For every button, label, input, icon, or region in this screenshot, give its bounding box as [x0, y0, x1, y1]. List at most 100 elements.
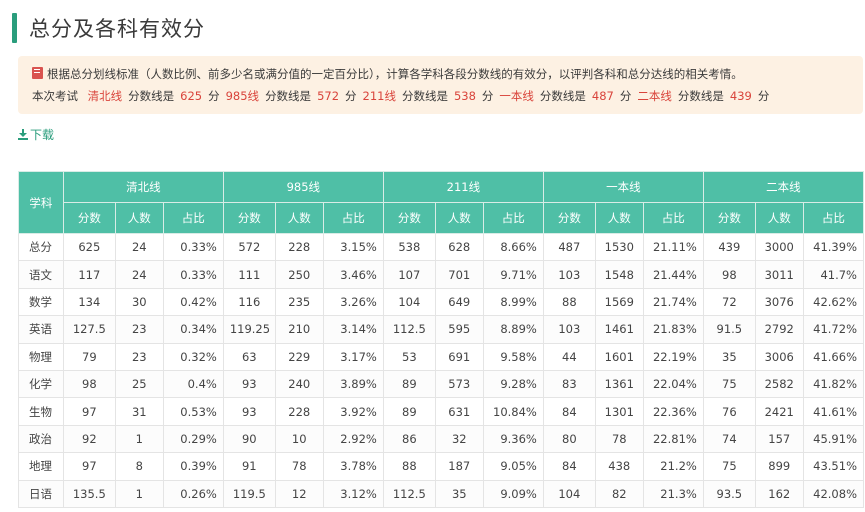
column-header: 分数: [702, 202, 756, 234]
ratio-cell: 22.04%: [642, 369, 704, 399]
score-cell: 119.25: [222, 315, 276, 344]
info-notice: 根据总分划线标准（人数比例、前多少名或满分值的一定百分比），计算各学科各段分数线…: [18, 56, 863, 114]
cutoff-score: 487: [591, 89, 614, 103]
count-cell: 229: [274, 342, 324, 371]
column-header: 人数: [434, 202, 484, 234]
score-cell: 538: [382, 232, 436, 262]
count-cell: 23: [114, 342, 164, 371]
count-cell: 10: [274, 424, 324, 454]
column-header: 占比: [802, 202, 865, 234]
page-title-bar: 总分及各科有效分: [12, 12, 205, 44]
ratio-cell: 22.81%: [642, 424, 704, 454]
count-cell: 1: [114, 479, 164, 508]
count-cell: 3011: [754, 260, 804, 289]
score-cell: 93: [222, 369, 276, 399]
count-cell: 631: [434, 397, 484, 426]
subject-cell: 生物: [18, 397, 64, 426]
ratio-cell: 0.29%: [162, 424, 224, 454]
score-cell: 88: [542, 287, 596, 317]
count-cell: 628: [434, 232, 484, 262]
table-row: 地理 97 8 0.39% 91 78 3.78% 88 187 9.05% 84 438 21.2% 7…: [18, 452, 865, 481]
count-cell: 1569: [594, 287, 644, 317]
notice-line-1: 根据总分划线标准（人数比例、前多少名或满分值的一定百分比），计算各学科各段分数线…: [32, 63, 853, 85]
count-cell: 250: [274, 260, 324, 289]
count-cell: 25: [114, 369, 164, 399]
score-cell: 107: [382, 260, 436, 289]
column-header: 占比: [162, 202, 224, 234]
cutoff-score: 572: [317, 89, 340, 103]
table-row: 化学 98 25 0.4% 93 240 3.89% 89 573 9.28% 83 1361 22.0…: [18, 369, 865, 399]
ratio-cell: 21.3%: [642, 479, 704, 508]
column-header: 人数: [594, 202, 644, 234]
cutoff-label: 分数线是: [128, 89, 175, 103]
column-header: 分数: [222, 202, 276, 234]
score-cell: 83: [542, 369, 596, 399]
score-cell: 104: [382, 287, 436, 317]
subject-cell: 物理: [18, 342, 64, 371]
group-header: 一本线: [542, 171, 704, 203]
score-cell: 63: [222, 342, 276, 371]
count-cell: 78: [594, 424, 644, 454]
score-cell: 116: [222, 287, 276, 317]
ratio-cell: 22.19%: [642, 342, 704, 371]
score-cell: 88: [382, 452, 436, 481]
ratio-cell: 3.15%: [322, 232, 384, 262]
notice-description: 根据总分划线标准（人数比例、前多少名或满分值的一定百分比），计算各学科各段分数线…: [47, 67, 743, 81]
cutoff-score: 439: [729, 89, 752, 103]
count-cell: 228: [274, 232, 324, 262]
cutoff-label: 分数线是: [265, 89, 312, 103]
count-cell: 1301: [594, 397, 644, 426]
column-header: 人数: [114, 202, 164, 234]
ratio-cell: 43.51%: [802, 452, 865, 481]
notice-line-2: 本次考试 清北线 分数线是 625 分 985线 分数线是 572 分 211线 分数线是 538 分…: [32, 85, 853, 107]
title-accent-bar: [12, 13, 17, 43]
score-cell: 89: [382, 397, 436, 426]
score-cell: 90: [222, 424, 276, 454]
subject-cell: 总分: [18, 232, 64, 262]
ratio-cell: 8.66%: [482, 232, 544, 262]
score-cell: 112.5: [382, 479, 436, 508]
ratio-cell: 3.78%: [322, 452, 384, 481]
ratio-cell: 0.33%: [162, 232, 224, 262]
count-cell: 187: [434, 452, 484, 481]
column-header: 占比: [642, 202, 704, 234]
score-cell: 35: [702, 342, 756, 371]
table-row: 语文 117 24 0.33% 111 250 3.46% 107 701 9.71% 103 154…: [18, 260, 865, 289]
table-row: 英语 127.5 23 0.34% 119.25 210 3.14% 112.5 595 8.89…: [18, 315, 865, 344]
group-header: 二本线: [702, 171, 865, 203]
score-cell: 91: [222, 452, 276, 481]
table-row: 总分 625 24 0.33% 572 228 3.15% 538 628 8.66% 487 153…: [18, 232, 865, 262]
score-cell: 134: [62, 287, 116, 317]
ratio-cell: 0.33%: [162, 260, 224, 289]
score-cell: 98: [62, 369, 116, 399]
ratio-cell: 2.92%: [322, 424, 384, 454]
score-cell: 112.5: [382, 315, 436, 344]
ratio-cell: 8.99%: [482, 287, 544, 317]
count-cell: 235: [274, 287, 324, 317]
ratio-cell: 41.39%: [802, 232, 865, 262]
cutoff-name: 二本线: [637, 89, 672, 103]
cutoff-name: 985线: [225, 89, 260, 103]
table-row: 生物 97 31 0.53% 93 228 3.92% 89 631 10.84% 84 1301 22…: [18, 397, 865, 426]
count-cell: 31: [114, 397, 164, 426]
ratio-cell: 0.4%: [162, 369, 224, 399]
subject-cell: 语文: [18, 260, 64, 289]
ratio-cell: 41.7%: [802, 260, 865, 289]
count-cell: 2421: [754, 397, 804, 426]
ratio-cell: 41.61%: [802, 397, 865, 426]
count-cell: 701: [434, 260, 484, 289]
score-cell: 97: [62, 452, 116, 481]
count-cell: 12: [274, 479, 324, 508]
download-button[interactable]: 下载: [18, 126, 54, 143]
count-cell: 78: [274, 452, 324, 481]
group-header: 211线: [382, 171, 544, 203]
count-cell: 3006: [754, 342, 804, 371]
subject-cell: 英语: [18, 315, 64, 344]
book-icon: [32, 67, 43, 79]
count-cell: 24: [114, 260, 164, 289]
score-cell: 91.5: [702, 315, 756, 344]
column-header: 占比: [482, 202, 544, 234]
ratio-cell: 22.36%: [642, 397, 704, 426]
count-cell: 1361: [594, 369, 644, 399]
count-cell: 32: [434, 424, 484, 454]
